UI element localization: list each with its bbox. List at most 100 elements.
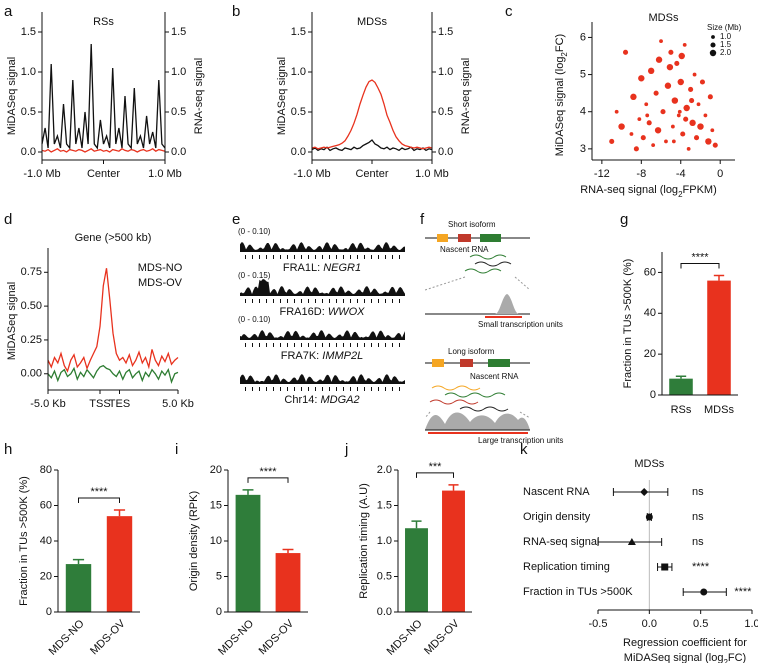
row-label: Fraction in TUs >500K bbox=[523, 586, 633, 598]
track-signal bbox=[240, 242, 405, 252]
y-tick-label: 1.5 bbox=[291, 26, 306, 38]
scatter-point bbox=[688, 86, 694, 92]
estimate bbox=[640, 488, 649, 496]
significance: **** bbox=[259, 466, 277, 478]
x-tick-label: 1.0 Mb bbox=[415, 168, 449, 180]
zoom-line bbox=[519, 411, 531, 419]
chart-title: MDSs bbox=[649, 12, 679, 24]
x-tick-label: MDS-NO bbox=[47, 617, 87, 657]
error-bar bbox=[282, 548, 294, 554]
scatter-point bbox=[637, 117, 642, 122]
scatter-point bbox=[689, 98, 695, 104]
scatter-point bbox=[683, 116, 689, 122]
legend-label: 1.0 bbox=[720, 32, 732, 41]
scatter-point bbox=[638, 75, 645, 82]
error-bar bbox=[72, 558, 85, 565]
y-tick-label: 6 bbox=[580, 31, 586, 43]
diagram-label: Nascent RNA bbox=[440, 245, 489, 254]
data-line bbox=[47, 364, 179, 384]
y-tick-label: 0.5 bbox=[377, 570, 392, 582]
x-tick-label: -0.5 bbox=[589, 618, 608, 630]
exon bbox=[488, 359, 510, 367]
locus: FRA7K: bbox=[281, 350, 323, 362]
scatter-point bbox=[692, 72, 697, 77]
x-tick-label: MDS-OV bbox=[422, 617, 462, 657]
label-part: 2 bbox=[560, 52, 569, 57]
diagram-label: Short isoform bbox=[448, 220, 496, 229]
scatter-point bbox=[668, 49, 674, 55]
locus: FRA16D: bbox=[280, 306, 328, 318]
label-part: MiDASeq signal (log bbox=[554, 57, 566, 157]
scatter-point bbox=[629, 132, 634, 136]
bar bbox=[65, 564, 92, 612]
exon bbox=[480, 234, 501, 242]
panel-letter: j bbox=[344, 441, 348, 458]
axis-title: Regression coefficient for bbox=[623, 637, 747, 649]
rna bbox=[459, 406, 509, 412]
x-tick-label: TES bbox=[109, 398, 130, 410]
bar bbox=[106, 516, 133, 612]
x-tick-label: -5.0 Kb bbox=[30, 398, 65, 410]
y-tick-label: 0.5 bbox=[171, 106, 186, 118]
scatter-point bbox=[655, 56, 663, 63]
panel-letter: h bbox=[4, 441, 12, 458]
axis-title: Origin density (RPK) bbox=[188, 491, 200, 591]
x-tick-label: Center bbox=[355, 168, 388, 180]
x-tick-label: RSs bbox=[671, 404, 692, 416]
exon bbox=[460, 359, 473, 367]
gene-name: NEGR1 bbox=[323, 262, 361, 274]
y-tick-label: 0.75 bbox=[21, 266, 42, 278]
axis-title: Fraction in TUs >500K (%) bbox=[18, 476, 30, 606]
track-signal bbox=[240, 330, 405, 340]
panel-letter: a bbox=[4, 3, 13, 20]
significance-bracket bbox=[416, 472, 454, 478]
scatter-point bbox=[633, 146, 639, 152]
scatter-point bbox=[645, 113, 650, 118]
error-bar bbox=[113, 509, 126, 517]
x-tick-label: -12 bbox=[594, 168, 610, 180]
y-tick-label: 20 bbox=[210, 464, 222, 476]
scatter-point bbox=[664, 82, 672, 89]
diagram-label: Long isoform bbox=[448, 347, 495, 356]
panel-letter: c bbox=[505, 3, 513, 20]
x-tick-label: MDS-OV bbox=[88, 617, 128, 657]
x-tick-label: 1.0 bbox=[744, 618, 758, 630]
y-tick-label: 0.25 bbox=[21, 334, 42, 346]
locus: FRA1L: bbox=[283, 262, 323, 274]
data-line bbox=[311, 79, 433, 150]
scatter-point bbox=[699, 79, 706, 85]
y-tick-label: 1.5 bbox=[21, 26, 36, 38]
track-label: Chr14: MDGA2 bbox=[284, 394, 359, 406]
y-tick-label: 1.0 bbox=[291, 66, 306, 78]
scatter-point bbox=[689, 119, 696, 127]
scatter-point bbox=[705, 138, 712, 145]
y-tick-label: 0.0 bbox=[171, 146, 186, 158]
y-tick-label: 1.5 bbox=[171, 26, 186, 38]
y-tick-label: 40 bbox=[40, 535, 52, 547]
legend-label: MDS-OV bbox=[138, 277, 183, 289]
row-label: Origin density bbox=[523, 511, 591, 523]
x-tick-label: MDS-NO bbox=[385, 617, 425, 657]
error-bar bbox=[675, 375, 687, 379]
y-tick-label: 0.0 bbox=[377, 606, 392, 618]
peak bbox=[425, 412, 530, 430]
y-tick-label: 3 bbox=[580, 143, 586, 155]
axis-title: MiDASeq signal bbox=[276, 57, 288, 135]
y-tick-label: 1.5 bbox=[438, 26, 453, 38]
legend-label: MDS-NO bbox=[138, 262, 183, 274]
y-tick-label: 40 bbox=[644, 307, 656, 319]
scatter-point bbox=[670, 124, 675, 129]
scatter-point bbox=[664, 139, 668, 144]
panel-letter: k bbox=[520, 441, 528, 458]
label-part: RNA-seq signal (log bbox=[580, 184, 678, 196]
axis-title: MiDASeq signal bbox=[6, 57, 18, 135]
estimate bbox=[645, 513, 653, 521]
error-bar bbox=[411, 520, 422, 529]
exon bbox=[432, 359, 444, 367]
axis-title: RNA-seq signal (log2FPKM) bbox=[580, 184, 717, 199]
y-tick-label: 60 bbox=[40, 499, 52, 511]
track-scale: (0 - 0.10) bbox=[238, 227, 271, 236]
y-tick-label: 20 bbox=[40, 570, 52, 582]
rna bbox=[444, 392, 506, 398]
y-tick-label: 80 bbox=[40, 464, 52, 476]
